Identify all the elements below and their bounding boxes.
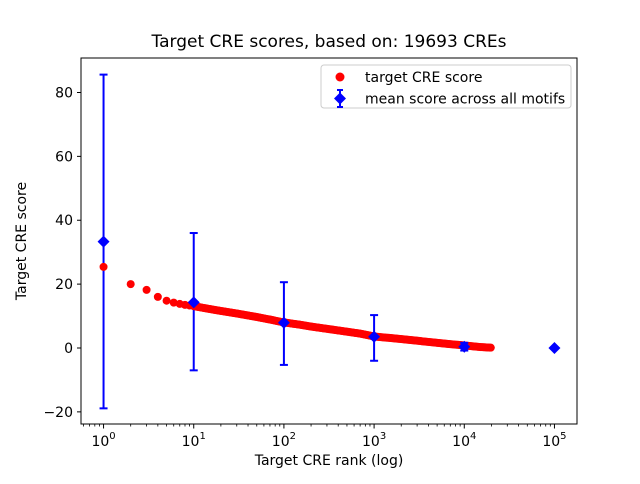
mean-score-diamond: [97, 235, 110, 248]
legend-label: target CRE score: [365, 70, 482, 86]
y-tick-label: 0: [64, 341, 73, 357]
y-tick-label: 80: [55, 85, 73, 101]
x-axis-label: Target CRE rank (log): [254, 453, 404, 469]
x-tick-label: 100: [91, 431, 115, 450]
target-score-point: [142, 285, 151, 294]
x-tick-label: 103: [362, 431, 386, 450]
x-tick-label: 102: [272, 431, 296, 450]
y-tick-label: 60: [55, 149, 73, 165]
target-score-point: [169, 298, 178, 307]
x-tick-label: 101: [182, 431, 206, 450]
mean-score-diamond: [548, 341, 561, 354]
target-score-point: [99, 262, 108, 271]
mean-score-diamond: [277, 316, 290, 329]
mean-score-diamond: [458, 340, 471, 353]
legend: target CRE score mean score across all m…: [320, 64, 572, 109]
plot-area: [81, 58, 577, 424]
x-tick-label: 105: [542, 431, 566, 450]
legend-entry-target-cre-score: target CRE score: [335, 70, 482, 86]
target-score-point: [486, 343, 495, 352]
mean-score-diamond: [368, 330, 381, 343]
chart-title: Target CRE scores, based on: 19693 CREs: [151, 32, 507, 52]
series-mean-score: [97, 73, 561, 410]
mean-score-diamond: [187, 296, 200, 309]
plot-box-spines: [80, 57, 578, 425]
legend-box: [320, 64, 572, 109]
y-axis-label: Target CRE score: [14, 182, 30, 301]
y-tick-label: 40: [55, 213, 73, 229]
red-circle-icon: [335, 72, 345, 82]
target-score-point: [153, 292, 162, 301]
blue-diamond-errorbar-icon: [334, 89, 346, 108]
target-score-point: [162, 296, 171, 305]
y-tick-label: 20: [55, 277, 73, 293]
legend-entry-mean-score: mean score across all motifs: [334, 89, 565, 108]
y-tick-label: −20: [43, 405, 73, 421]
target-score-point: [126, 280, 135, 289]
legend-label: mean score across all motifs: [365, 92, 565, 108]
x-tick-label: 104: [452, 431, 476, 450]
